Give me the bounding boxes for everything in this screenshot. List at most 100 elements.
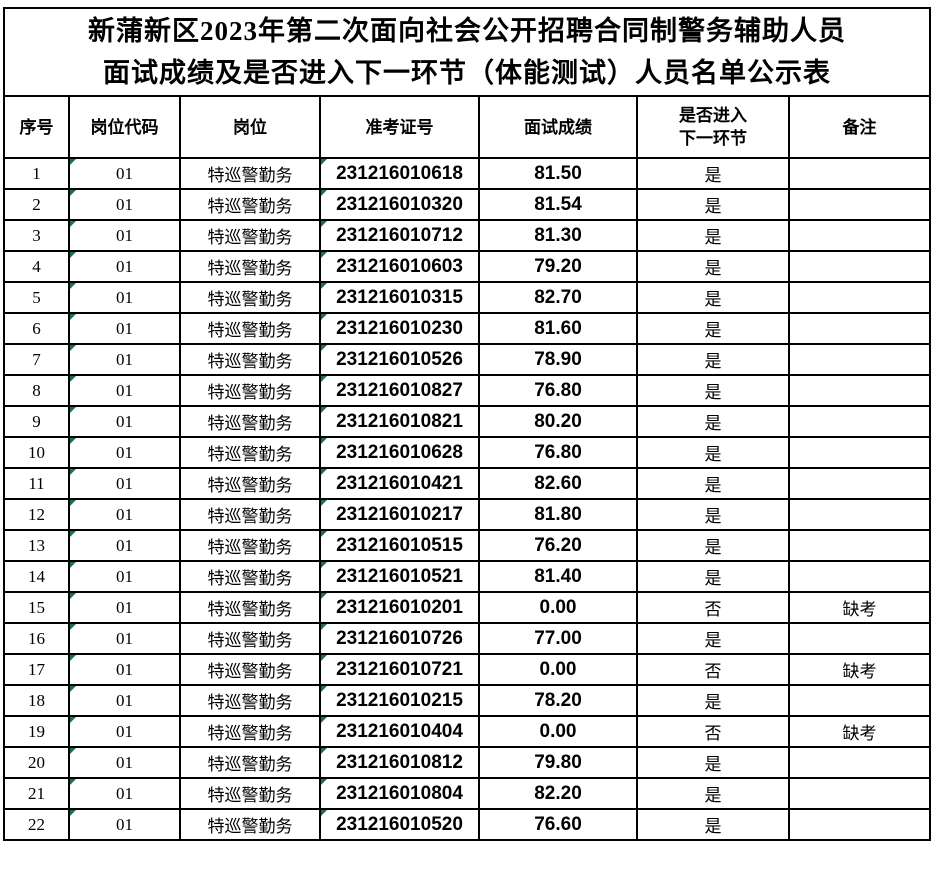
cell-value: 01: [116, 566, 133, 586]
header-score: 面试成绩: [478, 95, 638, 159]
cell-post: 特巡警勤务: [179, 374, 321, 407]
error-indicator-triangle-icon: [322, 718, 327, 723]
table-row: 20 01 特巡警勤务 231216010812 79.80 是: [3, 746, 932, 779]
cell-note: [787, 374, 932, 407]
cell-post-code: 01: [68, 777, 181, 810]
error-indicator-triangle-icon: [71, 563, 76, 568]
error-indicator-triangle-icon: [322, 284, 327, 289]
cell-ticket: 231216010721: [319, 653, 480, 686]
cell-no: 6: [3, 312, 70, 345]
error-indicator-triangle-icon: [71, 160, 76, 165]
cell-post-code: 01: [68, 250, 181, 283]
cell-pass: 是: [636, 250, 790, 283]
error-indicator-triangle-icon: [71, 501, 76, 506]
cell-post-code: 01: [68, 467, 181, 500]
cell-post-code: 01: [68, 684, 181, 717]
cell-no: 18: [3, 684, 70, 717]
table-row: 19 01 特巡警勤务 231216010404 0.00 否 缺考: [3, 715, 932, 748]
cell-score: 76.20: [478, 529, 638, 562]
cell-note: [787, 281, 932, 314]
cell-ticket: 231216010827: [319, 374, 480, 407]
error-indicator-triangle-icon: [71, 625, 76, 630]
cell-pass: 是: [636, 777, 790, 810]
cell-pass: 是: [636, 405, 790, 438]
cell-post-code: 01: [68, 343, 181, 376]
cell-no: 11: [3, 467, 70, 500]
cell-note: [787, 777, 932, 810]
title-row: 新蒲新区2023年第二次面向社会公开招聘合同制警务辅助人员 面试成绩及是否进入下…: [2, 7, 932, 97]
cell-no: 4: [3, 250, 70, 283]
error-indicator-triangle-icon: [322, 749, 327, 754]
cell-post-code: 01: [68, 715, 181, 748]
error-indicator-triangle-icon: [322, 563, 327, 568]
cell-pass: 是: [636, 622, 790, 655]
error-indicator-triangle-icon: [71, 594, 76, 599]
cell-score: 0.00: [478, 591, 638, 624]
error-indicator-triangle-icon: [71, 532, 76, 537]
cell-score: 77.00: [478, 622, 638, 655]
cell-value: 231216010804: [336, 782, 463, 804]
cell-pass: 是: [636, 312, 790, 345]
cell-value: 231216010215: [336, 689, 463, 711]
cell-score: 79.20: [478, 250, 638, 283]
cell-no: 20: [3, 746, 70, 779]
cell-pass: 是: [636, 498, 790, 531]
cell-post-code: 01: [68, 498, 181, 531]
header-no: 序号: [3, 95, 70, 159]
cell-value: 231216010618: [336, 162, 463, 184]
cell-ticket: 231216010217: [319, 498, 480, 531]
cell-score: 76.80: [478, 436, 638, 469]
table-row: 22 01 特巡警勤务 231216010520 76.60 是: [3, 808, 932, 841]
page-title-line-2: 面试成绩及是否进入下一环节（体能测试）人员名单公示表: [103, 58, 832, 88]
cell-value: 01: [116, 814, 133, 834]
cell-note: [787, 343, 932, 376]
cell-score: 81.40: [478, 560, 638, 593]
error-indicator-triangle-icon: [71, 377, 76, 382]
cell-value: 01: [116, 380, 133, 400]
cell-post: 特巡警勤务: [179, 436, 321, 469]
cell-ticket: 231216010812: [319, 746, 480, 779]
header-note: 备注: [787, 95, 932, 159]
cell-no: 10: [3, 436, 70, 469]
cell-post-code: 01: [68, 312, 181, 345]
cell-note: [787, 684, 932, 717]
cell-score: 76.80: [478, 374, 638, 407]
cell-value: 231216010721: [336, 658, 463, 680]
error-indicator-triangle-icon: [322, 315, 327, 320]
table-row: 1 01 特巡警勤务 231216010618 81.50 是: [3, 157, 932, 190]
error-indicator-triangle-icon: [322, 470, 327, 475]
error-indicator-triangle-icon: [322, 191, 327, 196]
cell-value: 231216010421: [336, 472, 463, 494]
cell-pass: 是: [636, 684, 790, 717]
table-row: 3 01 特巡警勤务 231216010712 81.30 是: [3, 219, 932, 252]
cell-value: 231216010726: [336, 627, 463, 649]
cell-pass: 是: [636, 157, 790, 190]
cell-post: 特巡警勤务: [179, 808, 321, 841]
error-indicator-triangle-icon: [322, 501, 327, 506]
cell-ticket: 231216010804: [319, 777, 480, 810]
cell-pass: 是: [636, 343, 790, 376]
cell-post: 特巡警勤务: [179, 653, 321, 686]
cell-note: [787, 436, 932, 469]
cell-no: 22: [3, 808, 70, 841]
error-indicator-triangle-icon: [322, 687, 327, 692]
cell-value: 01: [116, 473, 133, 493]
cell-value: 01: [116, 194, 133, 214]
cell-post-code: 01: [68, 653, 181, 686]
error-indicator-triangle-icon: [71, 315, 76, 320]
cell-value: 231216010521: [336, 565, 463, 587]
cell-post: 特巡警勤务: [179, 157, 321, 190]
cell-no: 19: [3, 715, 70, 748]
cell-note: [787, 498, 932, 531]
cell-no: 13: [3, 529, 70, 562]
cell-pass: 否: [636, 591, 790, 624]
cell-value: 01: [116, 690, 133, 710]
cell-pass: 是: [636, 746, 790, 779]
error-indicator-triangle-icon: [322, 222, 327, 227]
cell-post: 特巡警勤务: [179, 219, 321, 252]
cell-pass: 是: [636, 374, 790, 407]
header-pass: 是否进入 下一环节: [636, 95, 790, 159]
error-indicator-triangle-icon: [322, 439, 327, 444]
error-indicator-triangle-icon: [322, 532, 327, 537]
cell-ticket: 231216010521: [319, 560, 480, 593]
